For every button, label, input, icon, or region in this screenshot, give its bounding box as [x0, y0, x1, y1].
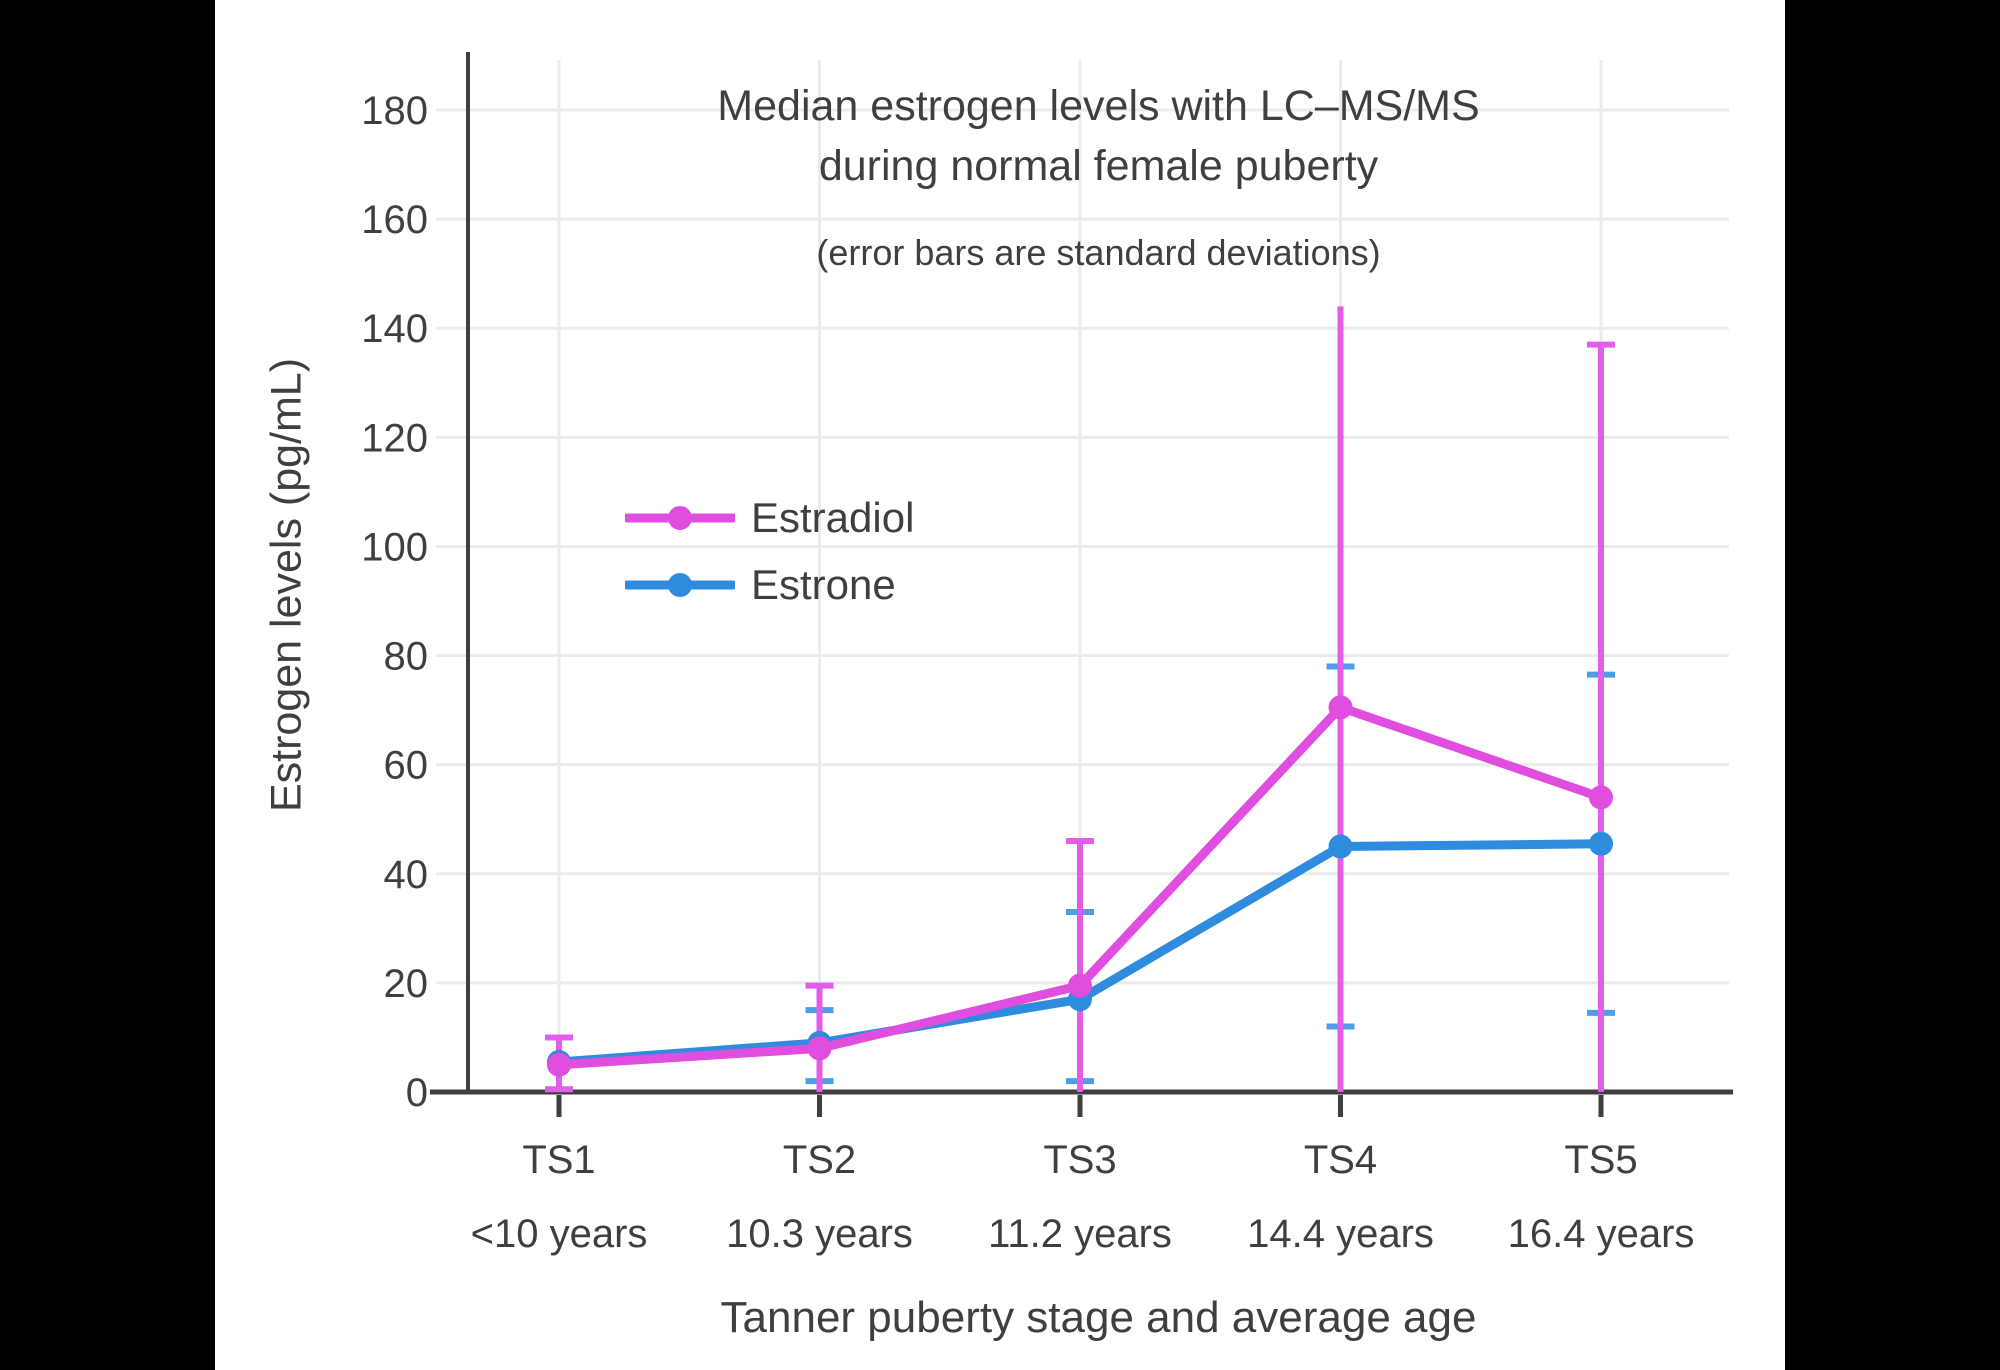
data-point — [1328, 834, 1353, 859]
x-age-label: 14.4 years — [1247, 1212, 1434, 1256]
x-age-label: <10 years — [470, 1212, 648, 1256]
x-stage-label: TS4 — [1303, 1138, 1378, 1182]
data-point — [807, 1036, 832, 1061]
legend-label: Estrone — [751, 561, 896, 608]
y-tick-label: 160 — [361, 198, 428, 242]
x-axis-title: Tanner puberty stage and average age — [720, 1293, 1477, 1342]
chart-subtitle: (error bars are standard deviations) — [816, 232, 1381, 273]
y-tick-label: 180 — [361, 89, 428, 133]
x-age-label: 16.4 years — [1507, 1212, 1695, 1256]
data-point — [1589, 785, 1613, 810]
x-stage-label: TS3 — [1043, 1138, 1117, 1182]
legend-label: Estradiol — [751, 494, 915, 541]
y-tick-label: 40 — [384, 853, 429, 897]
legend-sample-line — [625, 506, 735, 530]
legend-item: Estrone — [625, 561, 914, 608]
data-point — [1589, 831, 1613, 856]
y-tick-label: 20 — [384, 962, 429, 1006]
x-stage-label: TS5 — [1564, 1138, 1638, 1182]
y-tick-label: 120 — [361, 416, 428, 460]
data-point — [547, 1052, 571, 1077]
x-stage-label: TS2 — [782, 1138, 857, 1182]
y-tick-label: 60 — [384, 744, 429, 788]
chart-panel — [215, 0, 1785, 1370]
x-age-label: 11.2 years — [988, 1212, 1172, 1256]
chart-title-line1: Median estrogen levels with LC–MS/MS — [717, 82, 1480, 130]
y-tick-label: 80 — [384, 635, 429, 679]
y-tick-label: 0 — [406, 1071, 428, 1115]
y-axis-title: Estrogen levels (pg/mL) — [262, 357, 311, 813]
y-tick-label: 140 — [361, 307, 428, 351]
x-stage-label: TS1 — [522, 1138, 596, 1182]
legend-item: Estradiol — [625, 494, 915, 541]
legend-sample-line — [625, 573, 735, 597]
data-point — [1328, 695, 1353, 720]
x-age-label: 10.3 years — [726, 1212, 913, 1256]
chart-legend: Estradiol Estrone — [625, 494, 915, 630]
chart-title: Median estrogen levels with LC–MS/MS dur… — [468, 76, 1729, 196]
chart-title-line2: during normal female puberty — [818, 142, 1379, 190]
data-point — [1068, 973, 1092, 998]
y-tick-label: 100 — [361, 525, 428, 569]
